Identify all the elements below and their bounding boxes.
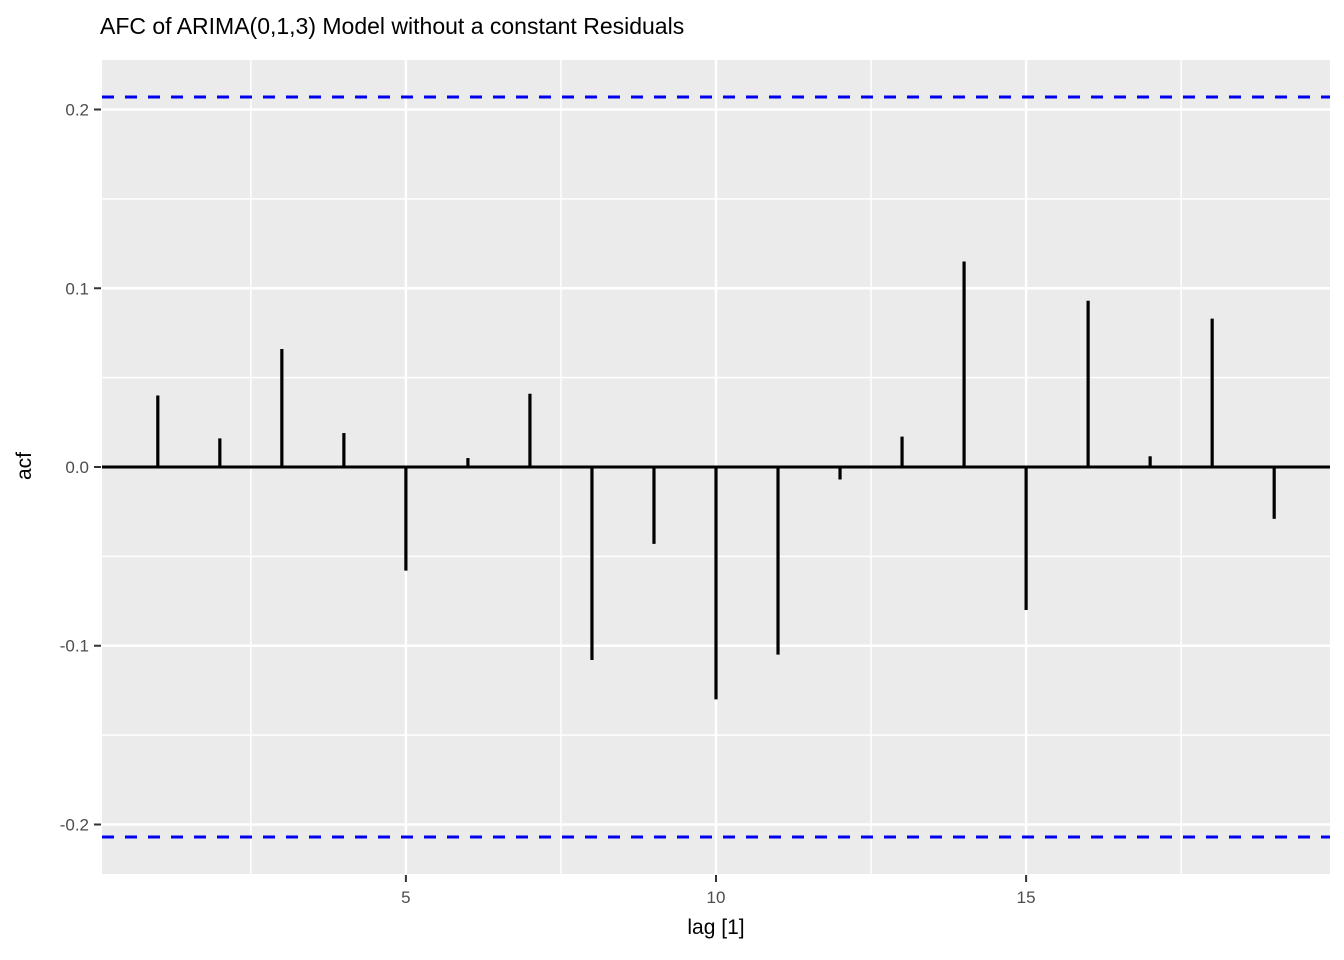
y-axis-title: acf xyxy=(13,451,36,481)
y-tick-label: 0.0 xyxy=(65,458,89,477)
x-axis-title: lag [1] xyxy=(687,916,745,939)
x-tick-label: 10 xyxy=(707,888,726,907)
x-tick-label: 5 xyxy=(401,888,410,907)
y-tick-label: -0.1 xyxy=(60,637,89,656)
y-tick-label: -0.2 xyxy=(60,815,89,834)
chart-title: AFC of ARIMA(0,1,3) Model without a cons… xyxy=(100,13,685,39)
y-tick-label: 0.2 xyxy=(65,101,89,120)
x-tick-label: 15 xyxy=(1017,888,1036,907)
y-tick-label: 0.1 xyxy=(65,279,89,298)
